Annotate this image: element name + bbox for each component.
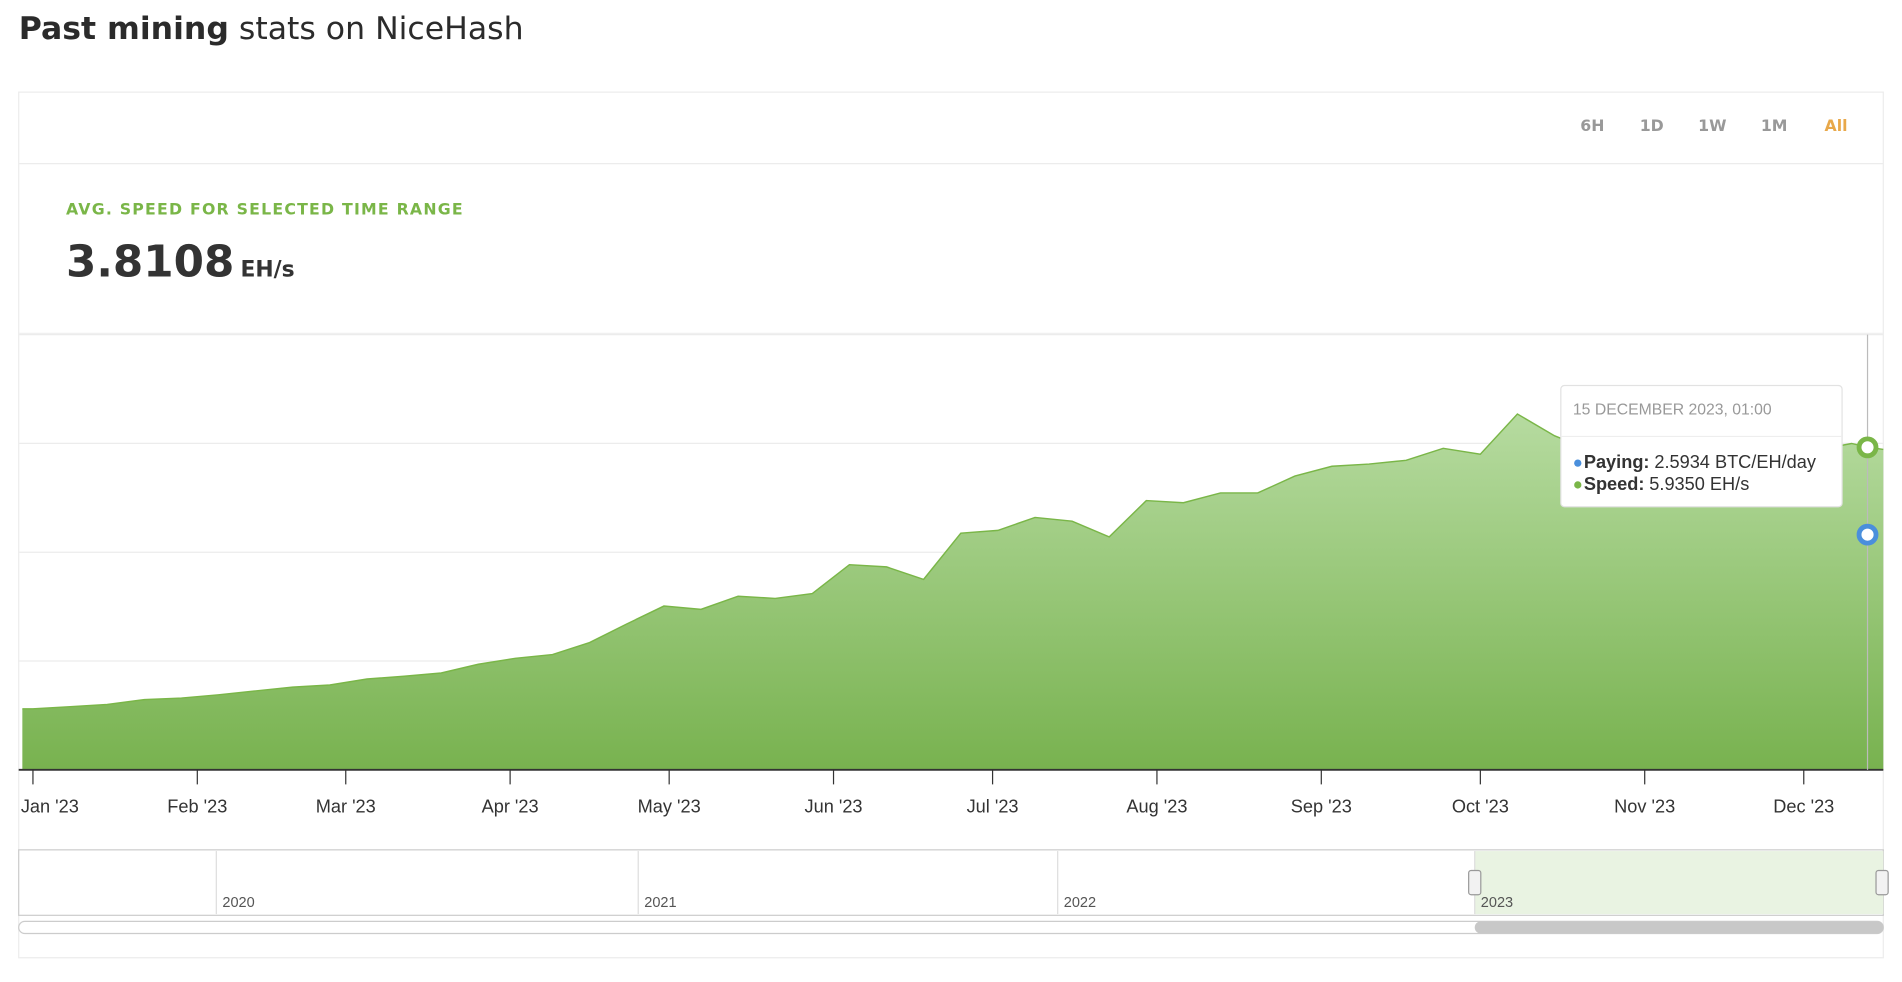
tooltip-row: Paying: 2.5934 BTC/EH/day: [1584, 452, 1817, 472]
summary-value: 3.8108: [66, 236, 234, 287]
year-label: 2021: [644, 895, 676, 911]
x-tick-label: Feb '23: [167, 796, 227, 816]
tooltip-row-value: 5.9350 EH/s: [1649, 474, 1749, 494]
tooltip-box: [1560, 384, 1843, 508]
area: [22, 414, 1884, 770]
x-tick-label: Aug '23: [1126, 796, 1187, 816]
navigator-selection: [1474, 851, 1884, 915]
x-tick-label: Oct '23: [1452, 796, 1509, 816]
title-bold: Past mining: [19, 11, 229, 47]
tooltip-bullet: [1574, 481, 1582, 489]
x-tick-label: Nov '23: [1614, 796, 1675, 816]
navigator: 2020 2021 2022 2023: [18, 849, 1889, 935]
years: 2020 2021 2022 2023: [215, 851, 1513, 915]
range-button[interactable]: 1D: [1640, 116, 1664, 135]
tooltip-bullet: [1574, 459, 1582, 467]
hover-marker: [1856, 436, 1879, 459]
tooltip-title: 15 DECEMBER 2023, 01:00: [1573, 402, 1772, 419]
x-tick-label: Mar '23: [316, 796, 376, 816]
range-buttons: 6H 1D 1W 1M All: [1580, 116, 1847, 135]
year-label: 2023: [1481, 895, 1513, 911]
x-tick-label: Jul '23: [967, 796, 1019, 816]
title-rest: stats on NiceHash: [239, 11, 524, 47]
range-button[interactable]: 1M: [1761, 116, 1788, 135]
x-tick-label: Jan '23: [21, 796, 79, 816]
year-label: 2020: [222, 895, 254, 911]
x-tick-label: Sep '23: [1291, 796, 1352, 816]
x-tick-label: Dec '23: [1773, 796, 1834, 816]
handle[interactable]: [1875, 869, 1889, 896]
scrollbar-thumb[interactable]: [1474, 921, 1884, 934]
page-title: Past mining stats on NiceHash: [19, 11, 524, 47]
summary-label: AVG. SPEED FOR SELECTED TIME RANGE: [66, 200, 464, 219]
tooltip-row-name: Paying:: [1584, 452, 1650, 472]
tooltip-row-name: Speed:: [1584, 474, 1645, 494]
x-tick-label: Apr '23: [482, 796, 539, 816]
tooltip-row-value: 2.5934 BTC/EH/day: [1654, 452, 1817, 472]
hover-marker: [1856, 523, 1879, 546]
tooltip-row: Speed: 5.9350 EH/s: [1584, 474, 1749, 494]
handle[interactable]: [1468, 869, 1482, 896]
range-button[interactable]: 1W: [1698, 116, 1726, 135]
plot: Jan '23 Feb '23 Mar '23 Apr '23 May '23 Jun '…: [18, 334, 1884, 816]
summary-value-line: 3.8108 EH/s: [66, 236, 295, 287]
range-button[interactable]: All: [1825, 116, 1848, 135]
tooltip: 15 DECEMBER 2023, 01:00 Paying: 2.5934 BTC…: [1560, 384, 1843, 508]
year-label: 2022: [1064, 895, 1096, 911]
range-button[interactable]: 6H: [1580, 116, 1604, 135]
x-tick-label: Jun '23: [805, 796, 863, 816]
x-tick-label: May '23: [638, 796, 701, 816]
summary-unit: EH/s: [241, 257, 295, 282]
